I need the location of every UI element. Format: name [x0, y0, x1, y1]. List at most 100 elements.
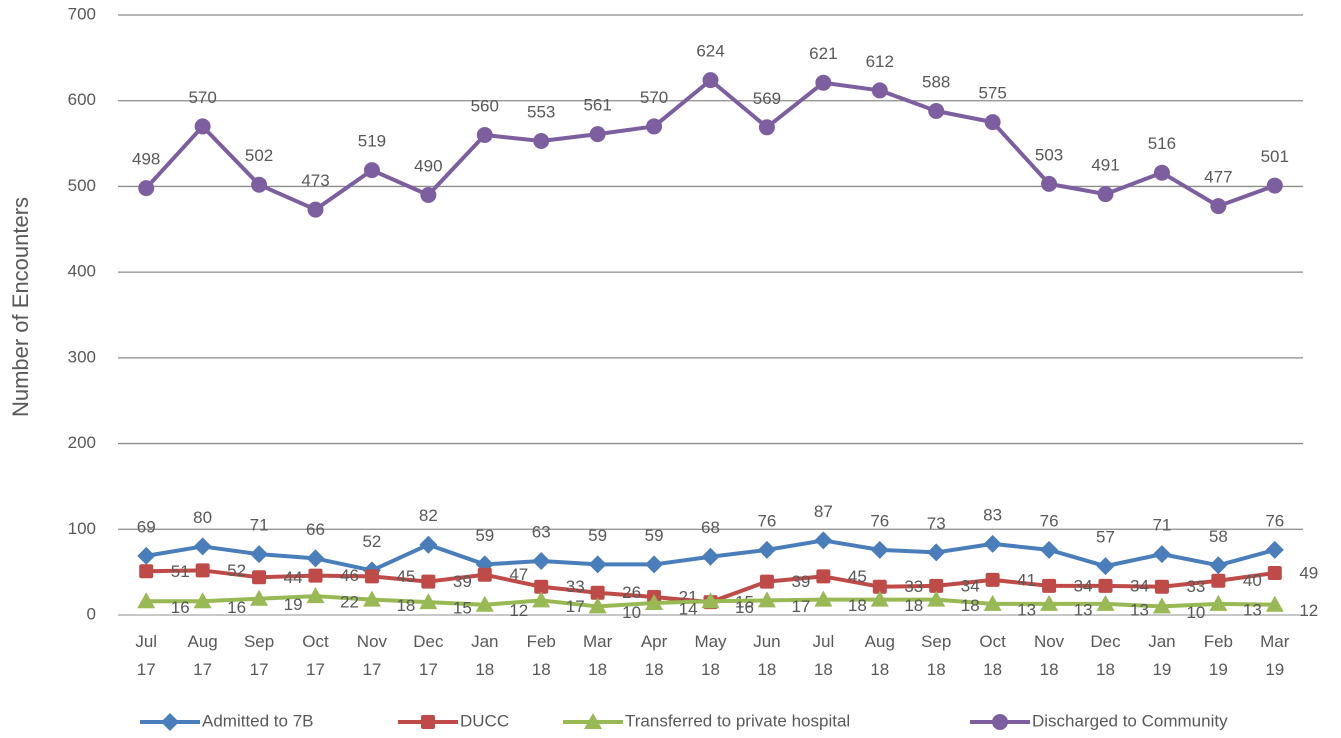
marker — [870, 590, 889, 607]
data-label: 49 — [1299, 563, 1318, 582]
marker — [419, 535, 438, 554]
x-tick-label: Jul 18 — [812, 632, 834, 679]
data-label: 34 — [1074, 576, 1093, 595]
marker — [646, 118, 663, 135]
data-label: 71 — [250, 516, 269, 535]
y-tick-label: 300 — [68, 347, 96, 366]
marker — [871, 82, 888, 99]
marker — [588, 597, 607, 614]
marker — [250, 589, 269, 606]
marker — [1209, 556, 1228, 575]
marker — [419, 593, 438, 610]
marker — [306, 587, 325, 604]
marker — [645, 555, 664, 574]
y-tick-label: 500 — [68, 176, 96, 195]
marker — [137, 546, 156, 565]
data-label: 16 — [171, 598, 190, 617]
x-tick-label: Feb 18 — [527, 632, 556, 679]
data-label: 519 — [358, 132, 386, 151]
y-tick-label: 100 — [68, 519, 96, 538]
data-label: 34 — [1130, 576, 1149, 595]
data-label: 40 — [1243, 571, 1262, 590]
data-label: 561 — [583, 96, 611, 115]
marker — [1266, 177, 1283, 194]
marker — [1265, 595, 1284, 612]
marker — [984, 114, 1001, 131]
data-label: 17 — [791, 597, 810, 616]
marker — [138, 180, 155, 197]
marker — [1040, 594, 1059, 611]
marker — [250, 545, 269, 564]
data-label: 18 — [396, 596, 415, 615]
data-label: 71 — [1152, 516, 1171, 535]
data-label: 10 — [622, 603, 641, 622]
data-label: 76 — [1040, 511, 1059, 530]
data-label: 473 — [301, 171, 329, 190]
legend-marker — [992, 714, 1008, 730]
legend-label: Discharged to Community — [1032, 711, 1228, 730]
marker — [757, 591, 776, 608]
data-label: 80 — [193, 508, 212, 527]
data-label: 47 — [509, 565, 528, 584]
data-label: 73 — [927, 514, 946, 533]
data-label: 490 — [414, 156, 442, 175]
data-label: 14 — [679, 599, 698, 618]
x-tick-label: Jan 18 — [471, 632, 498, 679]
marker — [362, 590, 381, 607]
data-label: 68 — [701, 518, 720, 537]
marker — [702, 72, 719, 89]
data-label: 13 — [1130, 600, 1149, 619]
marker — [477, 567, 492, 582]
marker — [983, 594, 1002, 611]
x-tick-label: Apr 18 — [641, 632, 668, 679]
data-label: 575 — [978, 84, 1006, 103]
x-tick-label: Oct 17 — [302, 632, 329, 679]
marker — [985, 572, 1000, 587]
marker — [929, 578, 944, 593]
marker — [645, 594, 664, 610]
marker — [308, 568, 323, 583]
marker — [758, 119, 775, 136]
marker — [1209, 594, 1228, 611]
marker — [1152, 545, 1171, 564]
marker — [701, 547, 720, 566]
marker — [816, 569, 831, 584]
marker — [1096, 557, 1115, 576]
data-label: 570 — [640, 88, 668, 107]
x-tick-label: Oct 18 — [979, 632, 1006, 679]
x-tick-label: Mar 19 — [1260, 632, 1290, 679]
marker — [589, 126, 606, 143]
data-label: 18 — [848, 596, 867, 615]
marker — [1152, 597, 1171, 614]
legend-label: Admitted to 7B — [202, 711, 314, 730]
data-label: 76 — [1265, 511, 1284, 530]
marker — [1154, 579, 1169, 594]
data-label: 41 — [1017, 570, 1036, 589]
data-label: 503 — [1035, 145, 1063, 164]
data-label: 66 — [306, 520, 325, 539]
data-label: 69 — [137, 517, 156, 536]
x-tick-label: Aug 18 — [865, 632, 895, 679]
x-tick-label: Dec 17 — [413, 632, 444, 679]
marker — [757, 540, 776, 559]
y-tick-label: 400 — [68, 262, 96, 281]
y-axis-label: Number of Encounters — [8, 197, 33, 417]
marker — [1210, 198, 1227, 215]
data-label: 57 — [1096, 528, 1115, 547]
series: 16 16 19 22 18 15 12 17 10 14 16 17 18 18 18 13 13 13 10 13… — [137, 587, 1318, 622]
data-label: 59 — [475, 526, 494, 545]
data-label: 33 — [904, 577, 923, 596]
data-label: 502 — [245, 146, 273, 165]
marker — [872, 579, 887, 594]
x-tick-label: Nov 17 — [357, 632, 388, 679]
marker — [928, 103, 945, 119]
x-tick-label: Dec 18 — [1090, 632, 1121, 679]
marker — [1096, 594, 1115, 611]
data-label: 45 — [848, 567, 867, 586]
data-label: 569 — [753, 89, 781, 108]
marker — [532, 591, 551, 608]
data-label: 10 — [1186, 603, 1205, 622]
marker — [1153, 164, 1170, 181]
marker — [364, 569, 379, 584]
